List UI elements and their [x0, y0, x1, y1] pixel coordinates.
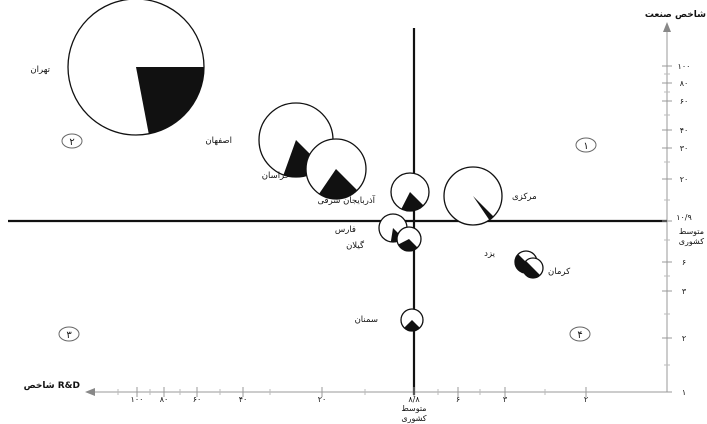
bubble-label: تهران — [30, 65, 50, 75]
bubble-label: سمنان — [355, 315, 378, 325]
bubble-label: اصفهان — [205, 136, 232, 146]
quadrant-number: ۴ — [577, 330, 582, 341]
bubble-share-wedge — [523, 260, 541, 279]
x-tick-label: ۸۰ — [160, 395, 169, 404]
x-ticks: ۱۰۰ ۸۰ ۶۰ ۴۰ ۲۰ ۸/۸ ۶ ۳ ۲ — [117, 387, 588, 404]
quadrant-marker — [61, 133, 83, 149]
y-tick-label: ۲ — [682, 334, 686, 343]
y-tick-label: ۱۰۰ — [678, 62, 691, 71]
x-tick-label: ۶۰ — [193, 395, 202, 404]
y-ticks: ۱۰۰ ۸۰ ۶۰ ۴۰ ۳۰ ۲۰ ۱۰/۹ ۶ ۳ ۲ ۱ — [662, 62, 692, 397]
bubble-label: کرمان — [548, 267, 571, 277]
x-tick-label: ۲۰ — [318, 395, 327, 404]
quadrant-marker — [569, 326, 591, 342]
x-tick-label: ۱۰۰ — [131, 395, 144, 404]
y-tick-label: ۳۰ — [680, 144, 689, 153]
y-average-label-line2: کشوری — [679, 237, 704, 246]
quadrant-markers: ۱ ۲ ۳ ۴ — [58, 133, 597, 342]
bubble: مرکزی — [443, 166, 537, 226]
y-axis-arrow — [663, 22, 671, 32]
bubble-share-wedge — [398, 239, 418, 251]
quadrant-marker — [58, 326, 80, 342]
bubble-label: یزد — [484, 249, 495, 259]
x-average-label-line2: کشوری — [401, 414, 426, 423]
quadrant-number: ۲ — [69, 137, 74, 148]
y-axis-title: شاخص صنعت — [645, 10, 706, 20]
bubble: آذربایجان شرقی — [317, 172, 430, 212]
bubble: سمنان — [355, 308, 424, 332]
x-axis-arrow — [85, 388, 95, 396]
x-tick-label: ۳ — [503, 395, 508, 404]
y-average-label-line1: متوسط — [679, 227, 704, 236]
bubble-label: مرکزی — [512, 192, 537, 202]
quadrant-number: ۳ — [66, 330, 72, 341]
y-tick-label: ۱ — [682, 388, 686, 397]
bubble-label: گیلان — [346, 240, 365, 251]
y-tick-label: ۲۰ — [680, 175, 689, 184]
bubble-share-wedge — [401, 192, 424, 211]
bubble-share-wedge — [404, 320, 420, 331]
x-tick-label: ۸/۸ — [408, 395, 420, 404]
quadrant-marker — [575, 137, 597, 153]
bubble-label: فارس — [335, 225, 356, 235]
x-tick-label: ۴۰ — [239, 395, 248, 404]
bubble-share-wedge — [136, 67, 204, 134]
y-tick-label: ۸۰ — [680, 79, 689, 88]
bubble-share-wedge — [473, 196, 494, 220]
x-tick-label: ۲ — [584, 395, 588, 404]
x-axis-title: شاخص R&D — [24, 381, 80, 391]
quadrant-number: ۱ — [583, 141, 588, 152]
bubble: تهران — [30, 0, 205, 136]
y-tick-label: ۶ — [682, 258, 686, 267]
x-average-label-line1: متوسط — [401, 404, 426, 413]
bubble-label: آذربایجان شرقی — [317, 194, 375, 206]
bubble: کرمان — [522, 257, 571, 279]
bubble: گیلان — [346, 226, 422, 252]
bubbles: تهران اصفهان خراسان آذربایجان شرقی مرکزی فارس… — [30, 0, 571, 332]
bubble: خراسان — [262, 138, 367, 200]
y-tick-label: ۳ — [682, 287, 687, 296]
y-tick-label: ۱۰/۹ — [676, 213, 692, 222]
y-tick-label: ۶۰ — [680, 97, 689, 106]
x-tick-label: ۶ — [456, 395, 460, 404]
bubble-share-wedge — [319, 169, 358, 199]
bubble-label: خراسان — [262, 171, 290, 181]
y-tick-label: ۴۰ — [680, 126, 689, 135]
